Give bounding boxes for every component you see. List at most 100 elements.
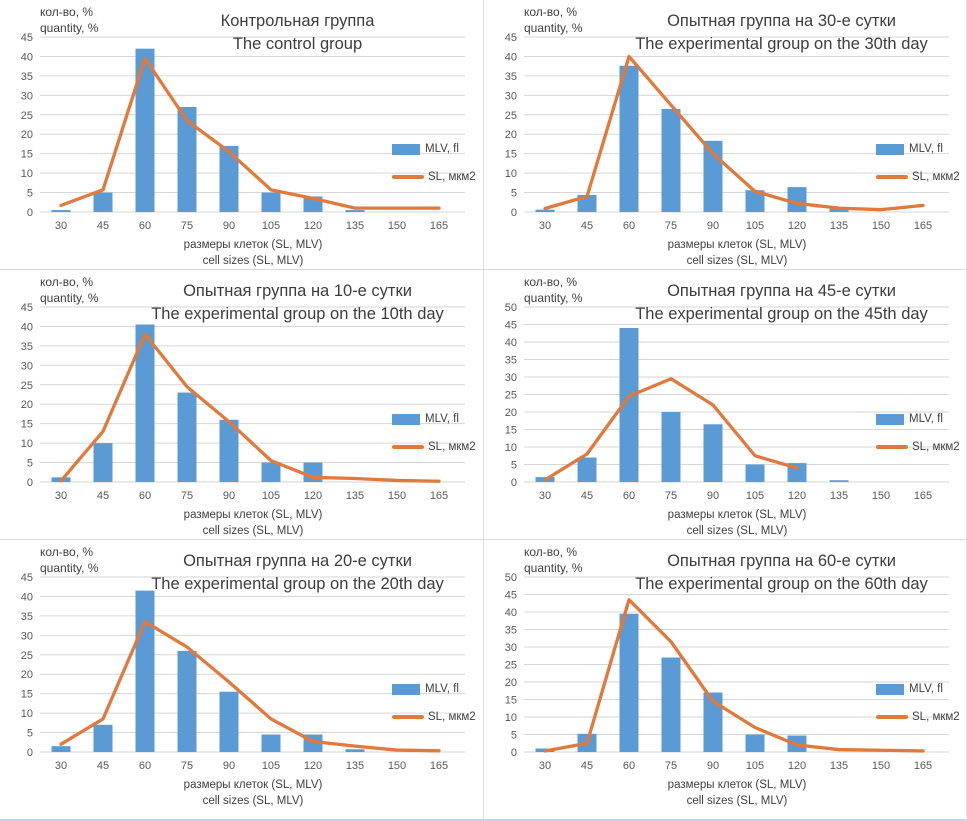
x-tick-label: 105 <box>262 220 280 232</box>
x-tick-label: 45 <box>581 220 593 232</box>
y-axis-unit-label: кол-во, % quantity, % <box>524 544 582 576</box>
bar <box>619 65 639 213</box>
y-axis-unit-ru: кол-во, % <box>40 545 94 559</box>
line-series-swatch <box>876 175 908 179</box>
bar <box>661 657 681 752</box>
legend-bar-label: MLV, fl <box>425 683 459 695</box>
x-tick-label: 105 <box>746 760 764 772</box>
y-axis-unit-en: quantity, % <box>524 561 583 575</box>
line-series-swatch <box>392 715 424 719</box>
y-tick-label: 10 <box>505 442 517 454</box>
chart-title: Контрольная группа The control group <box>118 10 477 56</box>
bar <box>51 210 71 212</box>
x-axis-title-en: cell sizes (SL, MLV) <box>686 524 788 537</box>
y-tick-label: 35 <box>21 341 33 353</box>
chart-title: Опытная группа на 45-е сутки The experim… <box>602 280 961 326</box>
chart-title-en: The control group <box>232 35 363 53</box>
x-tick-label: 165 <box>914 760 932 772</box>
legend-line-label: SL, мкм2 <box>912 171 960 183</box>
x-tick-label: 150 <box>388 490 406 502</box>
x-tick-label: 165 <box>430 490 448 502</box>
chart-title-en: The experimental group on the 20th day <box>151 575 444 593</box>
x-tick-label: 75 <box>665 490 677 502</box>
y-tick-label: 35 <box>505 625 517 637</box>
data-line <box>59 332 441 483</box>
y-tick-label: 10 <box>505 168 517 180</box>
x-tick-label: 90 <box>707 490 719 502</box>
x-tick-label: 135 <box>346 220 364 232</box>
x-axis-title-en: cell sizes (SL, MLV) <box>686 794 788 807</box>
chart-title-ru: Контрольная группа <box>220 12 375 30</box>
bar <box>261 192 281 212</box>
bar <box>703 424 723 482</box>
y-tick-label: 15 <box>21 149 33 161</box>
y-tick-label: 20 <box>505 407 517 419</box>
legend: MLV, fl SL, мкм2 <box>876 682 960 738</box>
y-tick-label: 5 <box>511 460 517 472</box>
bar-series-swatch <box>876 143 904 155</box>
x-tick-label: 45 <box>97 490 109 502</box>
x-tick-label: 90 <box>707 220 719 232</box>
x-tick-label: 75 <box>665 760 677 772</box>
y-axis-unit-en: quantity, % <box>40 291 99 305</box>
y-axis-unit-en: quantity, % <box>40 561 99 575</box>
x-axis-title-ru: размеры клеток (SL, MLV) <box>183 239 323 251</box>
y-tick-label: 25 <box>21 380 33 392</box>
x-tick-label: 135 <box>830 220 848 232</box>
plot-area: 0 5 10 15 20 25 30 35 40 45 30 45 60 75 90 105 120 135 150… <box>21 572 465 772</box>
data-line <box>543 598 925 753</box>
y-axis-unit-en: quantity, % <box>40 21 99 35</box>
x-tick-label: 30 <box>55 760 67 772</box>
chart-title-en: The experimental group on the 60th day <box>635 575 928 593</box>
bar <box>135 324 155 482</box>
data-line <box>543 377 799 482</box>
data-line <box>59 620 441 753</box>
chart-title: Опытная группа на 10-е сутки The experim… <box>118 280 477 326</box>
x-axis-title-ru: размеры клеток (SL, MLV) <box>667 509 807 521</box>
x-axis-title: размеры клеток (SL, MLV) cell sizes (SL,… <box>524 778 950 809</box>
x-tick-label: 120 <box>788 490 806 502</box>
legend-row-bar: MLV, fl <box>876 142 960 156</box>
x-axis-title-en: cell sizes (SL, MLV) <box>202 254 304 267</box>
x-tick-label: 30 <box>539 220 551 232</box>
y-tick-label: 30 <box>505 90 517 102</box>
x-tick-label: 45 <box>97 220 109 232</box>
bar <box>93 192 113 212</box>
legend-row-line: SL, мкм2 <box>392 170 476 184</box>
legend-row-line: SL, мкм2 <box>876 710 960 724</box>
bar-series-swatch <box>876 413 904 425</box>
x-tick-label: 105 <box>746 490 764 502</box>
legend: MLV, fl SL, мкм2 <box>392 142 476 198</box>
bar-series-swatch <box>876 683 904 695</box>
y-tick-label: 20 <box>21 669 33 681</box>
y-tick-label: 25 <box>21 650 33 662</box>
x-tick-label: 75 <box>181 760 193 772</box>
y-axis-unit-label: кол-во, % quantity, % <box>524 274 582 306</box>
y-axis-unit-label: кол-во, % quantity, % <box>40 274 98 306</box>
line-series-swatch <box>392 175 424 179</box>
chart-panel-day-20: 0 5 10 15 20 25 30 35 40 45 30 45 60 75 90 105 120 135 150… <box>0 540 484 819</box>
bar <box>177 650 197 752</box>
bar <box>535 209 555 212</box>
y-axis-unit-ru: кол-во, % <box>524 275 578 289</box>
y-tick-label: 50 <box>505 572 517 584</box>
bar <box>787 187 807 212</box>
y-tick-label: 15 <box>21 689 33 701</box>
chart-title: Опытная группа на 20-е сутки The experim… <box>118 550 477 596</box>
y-tick-label: 0 <box>27 207 33 219</box>
bar <box>51 746 71 752</box>
bar <box>829 208 849 212</box>
x-axis-title-ru: размеры клеток (SL, MLV) <box>667 239 807 251</box>
bar <box>745 734 765 752</box>
legend-line-label: SL, мкм2 <box>428 171 476 183</box>
chart-panel-control-group: 0 5 10 15 20 25 30 35 40 45 30 45 60 75 90 105 120 135 150… <box>0 0 484 270</box>
bar <box>345 210 365 212</box>
chart-panel-day-45: 0 5 10 15 20 25 30 35 40 45 50 30 45 60 75 90 105 120 135 1… <box>484 270 966 540</box>
bar <box>577 457 597 482</box>
bar <box>177 107 197 212</box>
y-tick-label: 5 <box>511 188 517 200</box>
x-tick-label: 120 <box>304 220 322 232</box>
y-tick-label: 35 <box>21 611 33 623</box>
x-tick-label: 60 <box>623 220 635 232</box>
